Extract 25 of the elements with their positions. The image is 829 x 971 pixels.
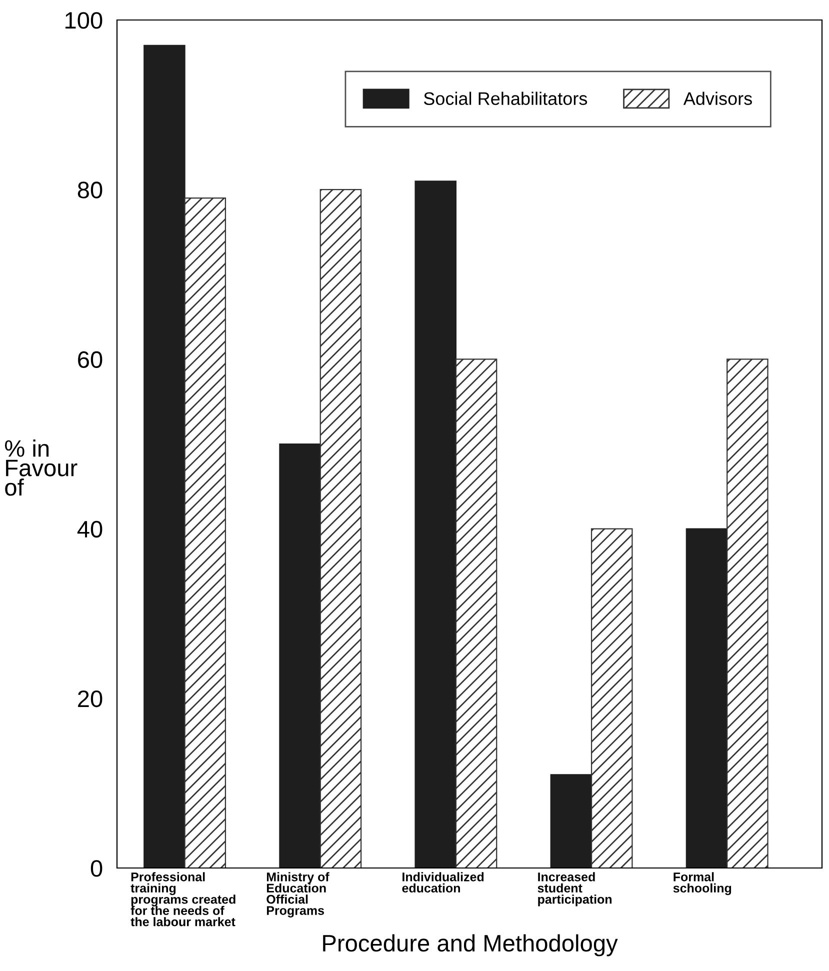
bar <box>184 198 226 868</box>
x-tick-label: Increased student participation <box>538 872 612 906</box>
bar <box>414 180 456 868</box>
bar <box>455 358 498 868</box>
bar <box>279 443 321 868</box>
bar <box>550 774 592 868</box>
y-tick-label: 100 <box>66 12 102 29</box>
y-tick-label: 20 <box>78 690 102 708</box>
x-axis-title: Procedure and Methodology <box>323 934 618 956</box>
bar <box>144 44 186 868</box>
bar <box>320 189 362 868</box>
bar <box>726 358 768 868</box>
x-tick-label: Individualized education <box>402 872 484 893</box>
y-axis-title: % in Favour of <box>4 440 78 496</box>
legend-label: Advisors <box>683 92 752 106</box>
y-tick-label: 60 <box>78 351 102 368</box>
y-tick-label: 80 <box>78 182 102 198</box>
x-tick-label: Formal schooling <box>673 872 732 896</box>
x-tick-label: Professional training programs created for the needs of the labour market <box>130 872 236 926</box>
bar <box>590 528 633 868</box>
y-tick-label: 40 <box>77 520 102 538</box>
legend-label: Social Rehabilitators <box>424 92 588 106</box>
y-tick-label: 0 <box>90 860 102 877</box>
x-tick-label: Ministry of Education Official Programs <box>266 872 330 918</box>
bar <box>686 528 728 868</box>
